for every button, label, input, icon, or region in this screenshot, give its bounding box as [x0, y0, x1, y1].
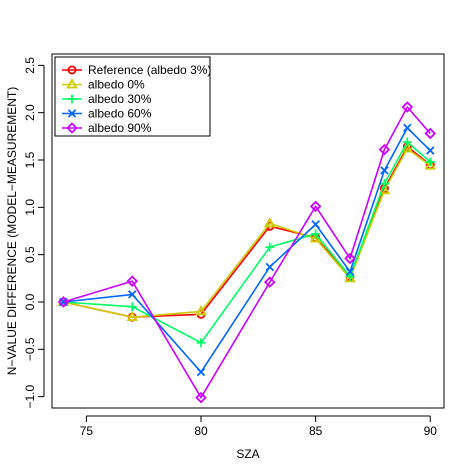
legend-entry: albedo 0% — [62, 78, 145, 92]
data-point — [196, 338, 206, 348]
data-point — [309, 232, 322, 243]
series-line — [63, 140, 431, 344]
data-point — [378, 143, 391, 156]
data-point — [127, 290, 137, 299]
y-tick-label: 1.5 — [23, 151, 37, 168]
legend-marker — [67, 65, 77, 75]
data-point — [403, 123, 412, 133]
data-point — [196, 367, 206, 377]
legend-entry: Reference (albedo 3%) — [62, 63, 211, 77]
data-point — [311, 229, 321, 239]
data-point — [424, 159, 436, 170]
x-tick-label: 75 — [80, 424, 94, 438]
x-tick-label: 90 — [424, 424, 438, 438]
data-point — [309, 200, 322, 213]
data-point — [401, 142, 414, 153]
data-point — [195, 305, 207, 316]
data-point — [195, 391, 207, 404]
legend-label: Reference (albedo 3%) — [88, 63, 211, 77]
series-3 — [59, 123, 435, 377]
data-point — [265, 262, 275, 272]
data-point — [424, 127, 437, 140]
y-tick-label: 1.0 — [23, 199, 37, 216]
data-point — [265, 242, 275, 252]
x-tick-label: 80 — [194, 424, 208, 438]
series-line — [63, 105, 431, 400]
data-point — [344, 271, 356, 283]
legend-label: albedo 60% — [88, 107, 152, 121]
legend: Reference (albedo 3%)albedo 0%albedo 30%… — [54, 56, 211, 137]
y-tick-label: −0.5 — [23, 337, 37, 361]
y-axis: −1.0 −0.5 0.0 0.5 1.0 1.5 2.0 2.5 — [23, 57, 45, 408]
series-line — [63, 126, 431, 374]
plot-frame — [51, 53, 445, 409]
data-point — [425, 157, 435, 167]
series-4 — [57, 101, 437, 404]
legend-marker — [67, 94, 77, 104]
y-tick-label: 0.5 — [23, 246, 37, 263]
legend-entry: albedo 60% — [62, 107, 152, 121]
data-point — [379, 179, 389, 189]
data-point — [126, 310, 138, 322]
x-tick-label: 85 — [309, 424, 323, 438]
y-axis-title: N−VALUE DIFFERENCE (MODEL−MEASUREMENT) — [5, 87, 19, 376]
legend-label: albedo 90% — [88, 121, 152, 135]
data-point — [126, 275, 139, 287]
legend-marker — [66, 78, 78, 89]
data-point — [57, 296, 70, 308]
x-axis-title: SZA — [236, 447, 259, 461]
data-point — [345, 271, 355, 281]
legend-entry: albedo 30% — [62, 92, 152, 106]
series-line — [63, 145, 431, 318]
legend-label: albedo 0% — [88, 78, 145, 92]
legend-entry: albedo 90% — [62, 121, 152, 135]
data-point — [380, 166, 389, 175]
y-tick-label: 0.0 — [23, 293, 37, 310]
data-point — [264, 217, 276, 228]
series-layer — [57, 101, 437, 404]
data-point — [344, 252, 356, 265]
legend-label: albedo 30% — [88, 92, 152, 106]
data-point — [311, 220, 320, 229]
y-tick-label: 2.5 — [23, 57, 37, 74]
data-point — [401, 101, 414, 113]
y-tick-label: 2.0 — [23, 104, 37, 121]
data-point — [127, 302, 137, 312]
y-tick-label: −1.0 — [23, 384, 37, 408]
legend-marker — [67, 109, 77, 118]
data-point — [345, 267, 355, 276]
series-line — [63, 147, 431, 318]
legend-marker — [66, 122, 78, 134]
data-point — [264, 276, 276, 288]
x-axis: 75 80 85 90 — [80, 415, 438, 438]
data-point — [402, 137, 412, 147]
data-point — [426, 146, 435, 155]
